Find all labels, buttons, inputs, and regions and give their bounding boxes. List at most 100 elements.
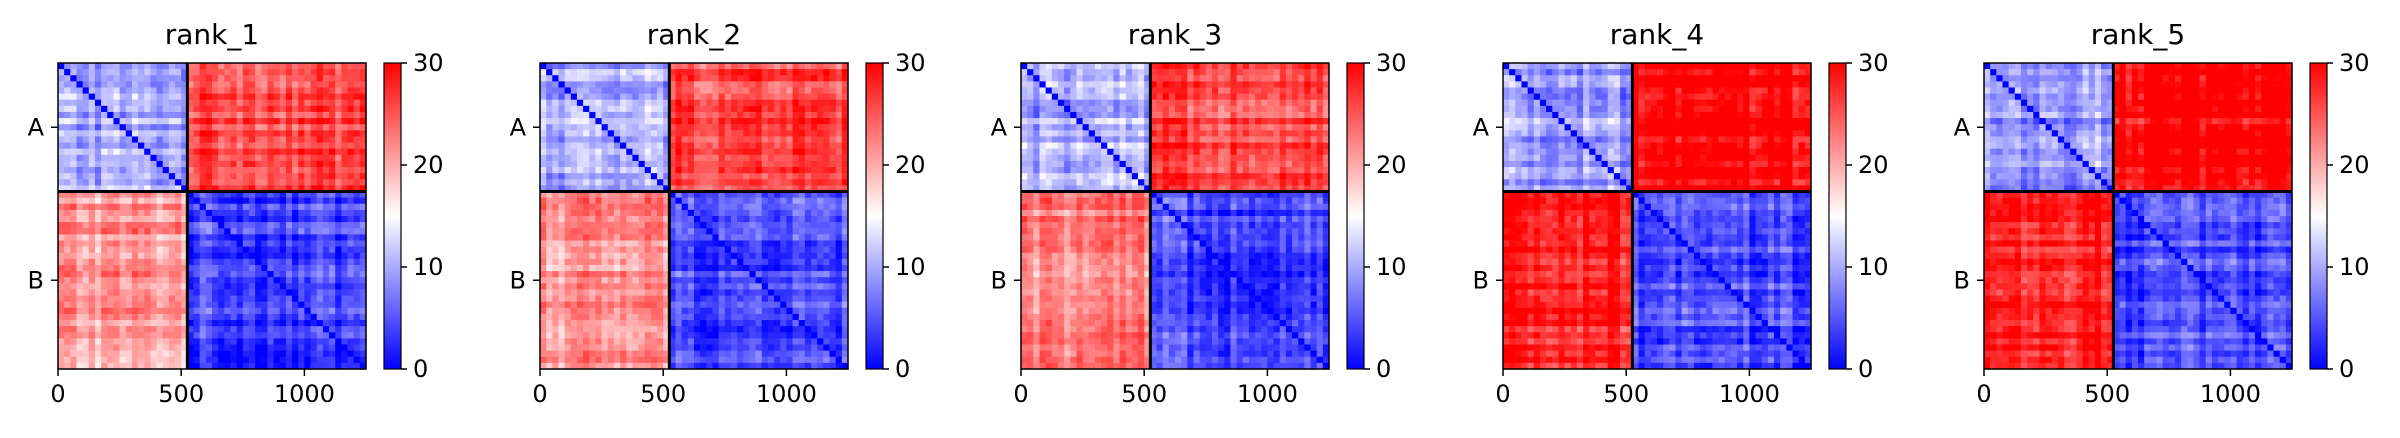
heatmap-cell: [58, 75, 65, 82]
heatmap-cell: [107, 362, 115, 370]
heatmap-cell: [329, 130, 336, 138]
heatmap-cell: [687, 228, 695, 235]
heatmap-cell: [650, 222, 658, 229]
heatmap-cell: [564, 160, 572, 168]
heatmap-cell: [255, 63, 262, 70]
heatmap-cell: [193, 234, 201, 242]
heatmap-cell: [242, 124, 250, 131]
heatmap-cell: [620, 252, 627, 260]
heatmap-cell: [687, 258, 695, 266]
heatmap-cell: [620, 234, 627, 242]
heatmap-cell: [749, 93, 757, 101]
heatmap-cell: [700, 148, 707, 156]
heatmap-cell: [205, 234, 213, 242]
heatmap-cell: [632, 264, 640, 272]
heatmap-cell: [218, 234, 225, 242]
heatmap-cell: [131, 326, 139, 333]
heatmap-cell: [150, 289, 158, 297]
heatmap-cell: [540, 320, 547, 327]
heatmap-cell: [681, 313, 689, 321]
heatmap-cell: [88, 179, 96, 186]
heatmap-cell: [335, 130, 342, 138]
heatmap-cell: [767, 81, 775, 89]
heatmap-cell: [131, 234, 139, 242]
heatmap-cell: [64, 307, 71, 315]
heatmap-cell: [359, 160, 367, 168]
heatmap-cell: [150, 356, 158, 364]
heatmap-cell: [687, 203, 695, 211]
heatmap-cell: [285, 148, 293, 156]
heatmap-cell: [743, 191, 751, 199]
heatmap-cell: [156, 130, 164, 138]
heatmap-cell: [82, 326, 90, 333]
heatmap-cell: [761, 197, 769, 205]
heatmap-cell: [261, 362, 269, 370]
heatmap-cell: [335, 197, 342, 205]
heatmap-cell: [620, 154, 627, 162]
heatmap-cell: [632, 350, 640, 358]
heatmap-cell: [329, 173, 336, 180]
heatmap-cell: [718, 93, 726, 101]
heatmap-cell: [322, 197, 330, 205]
heatmap-cell: [316, 93, 324, 101]
heatmap-cell: [248, 301, 256, 309]
heatmap-cell: [546, 130, 553, 138]
heatmap-cell: [101, 326, 108, 333]
heatmap-cell: [558, 301, 566, 309]
heatmap-cell: [310, 344, 318, 352]
heatmap-cell: [70, 246, 78, 254]
heatmap-cell: [82, 209, 90, 217]
heatmap-cell: [595, 136, 603, 144]
heatmap-cell: [187, 289, 195, 297]
heatmap-cell: [755, 185, 763, 193]
heatmap-cell: [70, 87, 78, 95]
heatmap-cell: [620, 87, 627, 95]
heatmap-cell: [601, 136, 609, 144]
heatmap-cell: [341, 185, 349, 193]
heatmap-cell: [724, 87, 732, 95]
heatmap-cell: [347, 179, 355, 186]
heatmap-cell: [706, 69, 714, 76]
heatmap-cell: [743, 148, 751, 156]
heatmap-cell: [626, 344, 633, 352]
heatmap-cell: [76, 93, 84, 101]
heatmap-cell: [267, 87, 275, 95]
heatmap-cell: [64, 326, 71, 333]
heatmap-cell: [347, 93, 355, 101]
heatmap-cell: [823, 75, 831, 82]
heatmap-cell: [780, 356, 787, 364]
heatmap-cell: [601, 203, 609, 211]
heatmap-cell: [755, 142, 763, 150]
heatmap-cell: [570, 295, 578, 303]
heatmap-cell: [718, 179, 726, 186]
heatmap-cell: [718, 209, 726, 217]
heatmap-cell: [131, 320, 139, 327]
heatmap-cell: [607, 185, 615, 193]
heatmap-cell: [107, 350, 115, 358]
heatmap-cell: [607, 307, 615, 315]
heatmap-cell: [335, 105, 342, 113]
heatmap-cell: [144, 63, 151, 70]
heatmap-cell: [175, 87, 182, 95]
heatmap-cell: [724, 173, 732, 180]
heatmap-cell: [669, 313, 677, 321]
heatmap-cell: [125, 136, 133, 144]
heatmap-cell: [632, 105, 640, 113]
heatmap-cell: [755, 191, 763, 199]
heatmap-cell: [267, 338, 275, 346]
heatmap-cell: [767, 142, 775, 150]
heatmap-cell: [88, 307, 96, 315]
heatmap-cell: [82, 185, 90, 193]
heatmap-cell: [261, 154, 269, 162]
heatmap-cell: [181, 222, 188, 229]
heatmap-cell: [675, 332, 683, 339]
heatmap-cell: [267, 179, 275, 186]
heatmap-cell: [168, 75, 176, 82]
heatmap-cell: [749, 271, 757, 278]
heatmap-cell: [230, 105, 238, 113]
heatmap-cell: [576, 99, 584, 107]
heatmap-cell: [335, 148, 342, 156]
heatmap-cell: [638, 75, 646, 82]
heatmap-cell: [131, 142, 139, 150]
heatmap-cell: [150, 283, 158, 291]
